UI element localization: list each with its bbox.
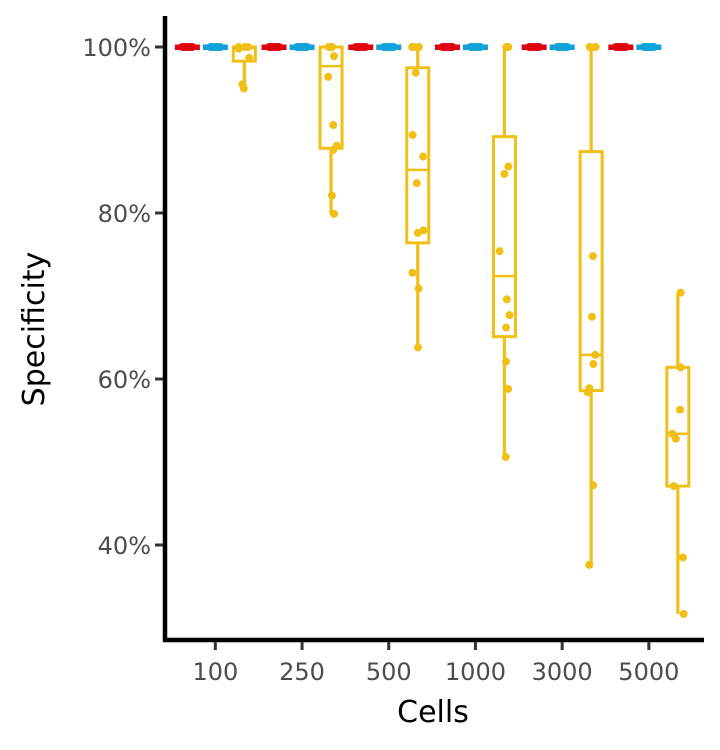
data-point [324,72,333,81]
data-point [238,80,247,89]
data-point [676,288,685,297]
data-point [621,43,630,51]
data-point [330,209,339,218]
data-point [245,53,254,62]
data-point [302,43,311,51]
data-point [411,68,420,77]
box [665,365,691,488]
data-point [562,43,571,51]
data-point [505,311,514,320]
data-point [676,363,685,372]
y-axis-title: Specificity [17,252,52,407]
data-point [534,43,543,51]
plot-area [174,43,691,618]
y-tick-label: 80% [98,200,151,228]
data-point [504,384,513,393]
data-point [676,405,685,414]
data-point [589,481,598,490]
data-point [408,130,417,139]
data-point [389,43,398,51]
data-point [329,121,338,130]
x-tick-label: 500 [366,658,412,686]
data-point [234,43,243,51]
data-point [448,43,457,51]
data-point [502,357,511,366]
data-point [668,429,677,438]
box [405,66,431,245]
data-point [585,384,594,393]
box [318,45,344,150]
data-point [216,43,225,51]
ticks: 100 250 500 1000 3000 5000 40% 60% 80% 100% [82,34,679,686]
x-tick-label: 250 [279,658,325,686]
data-point [502,295,511,304]
data-point [591,43,600,51]
data-point [504,162,513,171]
data-point [188,43,197,51]
data-point [330,52,339,61]
data-point [361,43,370,51]
data-point [502,323,511,332]
x-tick-label: 5000 [618,658,679,686]
box [491,135,517,339]
data-point [500,169,509,178]
data-point [240,43,249,51]
data-point [587,312,596,321]
data-point [419,226,428,235]
data-point [504,43,513,51]
data-point [414,284,423,293]
data-point [495,247,504,256]
data-point [476,43,485,51]
data-point [324,43,333,51]
y-tick-label: 40% [98,532,151,560]
x-tick-label: 3000 [532,658,593,686]
y-tick-label: 60% [98,366,151,394]
x-axis-title: Cells [397,695,469,730]
data-point [418,152,427,161]
data-point [408,268,417,277]
data-point [332,141,341,150]
axes [162,16,704,643]
data-point [501,453,510,462]
x-tick-label: 1000 [445,658,506,686]
data-point [327,191,336,200]
data-point [412,179,421,188]
data-point [409,43,418,51]
data-point [591,350,600,359]
x-tick-label: 100 [192,658,238,686]
data-point [589,360,598,369]
y-tick-label: 100% [82,34,151,62]
data-point [678,553,687,562]
data-point [274,43,283,51]
data-point [669,482,678,491]
data-point [414,343,423,352]
data-point [588,252,597,261]
data-point [649,43,658,51]
data-point [585,560,594,569]
data-point [679,609,688,618]
